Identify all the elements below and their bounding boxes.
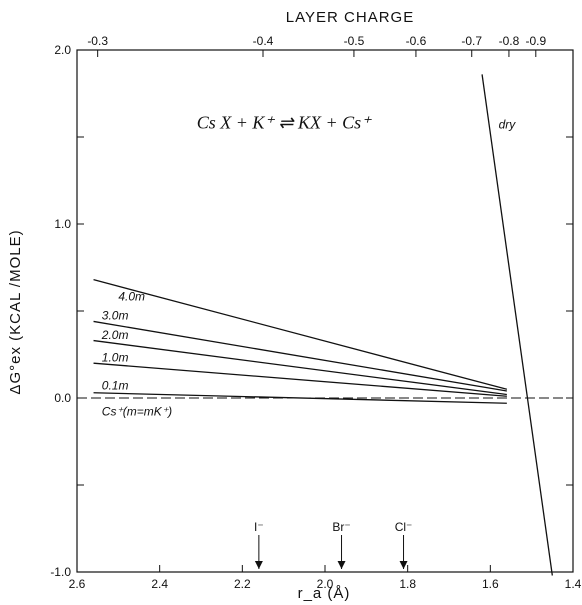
series-line-4.0m bbox=[93, 279, 508, 390]
series-label: 3.0m bbox=[102, 309, 129, 323]
top-tick-label: -0.8 bbox=[499, 34, 520, 48]
series-line-0.1m bbox=[93, 392, 507, 404]
axes: 2.6 2.4 2.2 2.0 1.8 1.6 1.4 -1.0 0.0 1.0 2.0 -0.3 -0… bbox=[50, 34, 581, 591]
x-tick-label: 2.6 bbox=[69, 577, 86, 591]
labels-group: dry 4.0m 3.0m 2.0m 1.0m 0.1m Cs⁺(m=mK⁺) I⁻ Br⁻ Cl… bbox=[101, 117, 516, 569]
equation-text: Cs X + K⁺ ⇌ KX + Cs⁺ bbox=[197, 112, 372, 132]
top-tick-label: -0.4 bbox=[253, 34, 274, 48]
y-tick-label: 1.0 bbox=[54, 217, 71, 231]
series-label: 4.0m bbox=[118, 290, 145, 304]
series-label: 0.1m bbox=[102, 378, 129, 392]
x-tick-label: 2.2 bbox=[234, 577, 251, 591]
ion-arrow-head bbox=[399, 561, 408, 569]
y-tick-label: 0.0 bbox=[54, 391, 71, 405]
y-axis-title: ΔG°ex (KCAL /MOLE) bbox=[7, 229, 24, 394]
series-line-2.0m bbox=[93, 339, 507, 396]
series-line-dry bbox=[481, 74, 553, 576]
series-line-1.0m bbox=[93, 362, 507, 397]
series-label: 2.0m bbox=[101, 328, 129, 342]
top-tick-label: -0.9 bbox=[525, 34, 546, 48]
x-tick-label: 2.4 bbox=[151, 577, 168, 591]
series-label: dry bbox=[499, 117, 517, 131]
top-tick-label: -0.6 bbox=[406, 34, 427, 48]
x-axis-title: r_a (Å) bbox=[298, 585, 351, 602]
top-tick-label: -0.5 bbox=[344, 34, 365, 48]
top-tick-label: -0.7 bbox=[461, 34, 482, 48]
series-group bbox=[77, 74, 573, 576]
x-tick-label: 2.0 bbox=[317, 577, 334, 591]
ion-label: Cl⁻ bbox=[395, 520, 413, 534]
ion-label: Br⁻ bbox=[332, 520, 350, 534]
series-label: Cs⁺(m=mK⁺) bbox=[102, 404, 172, 418]
series-line-3.0m bbox=[93, 320, 507, 392]
ion-arrow-head bbox=[254, 561, 263, 569]
ion-label: I⁻ bbox=[254, 520, 264, 534]
y-tick-label: -1.0 bbox=[50, 565, 71, 579]
x-tick-label: 1.4 bbox=[565, 577, 582, 591]
x-tick-label: 1.6 bbox=[482, 577, 499, 591]
top-axis-title: LAYER CHARGE bbox=[286, 9, 414, 26]
series-label: 1.0m bbox=[102, 350, 129, 364]
y-tick-label: 2.0 bbox=[54, 43, 71, 57]
top-tick-label: -0.3 bbox=[87, 34, 108, 48]
ion-arrow-head bbox=[337, 561, 346, 569]
x-tick-label: 1.8 bbox=[399, 577, 416, 591]
